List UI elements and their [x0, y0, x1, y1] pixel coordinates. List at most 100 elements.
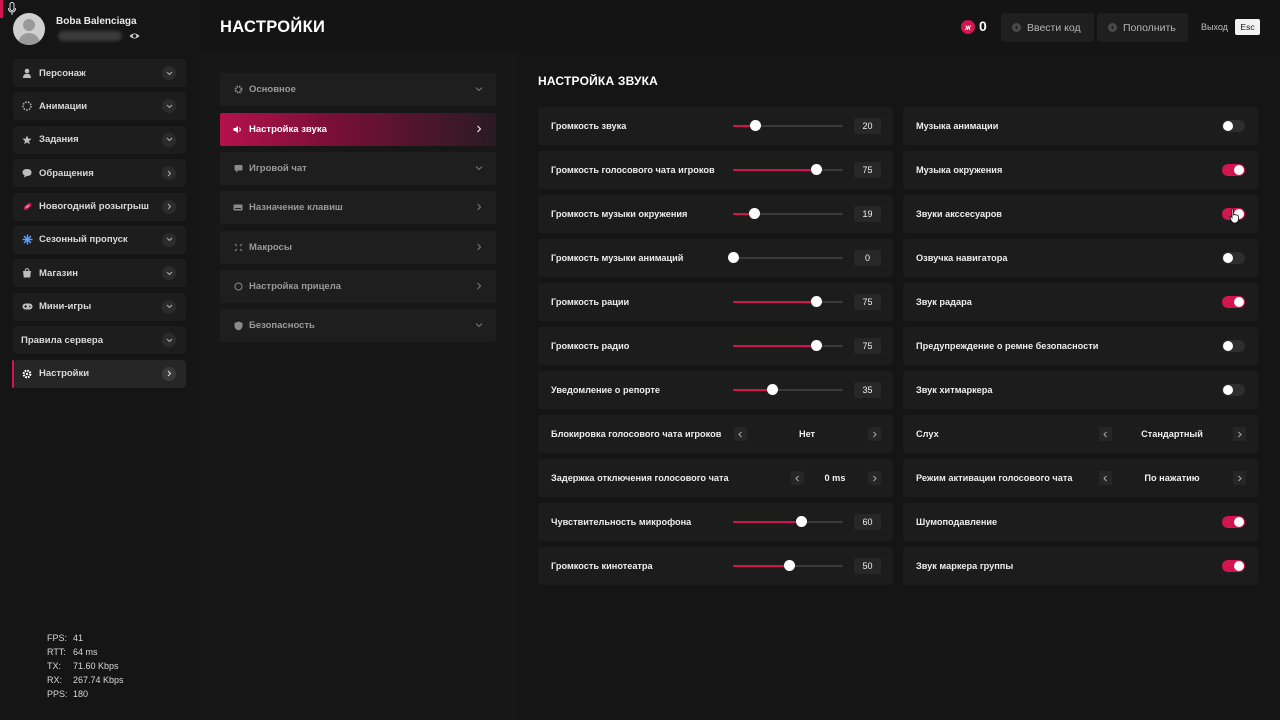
- sidebar-item-season-pass[interactable]: Сезонный пропуск: [13, 225, 186, 254]
- select-next-button[interactable]: [1233, 471, 1246, 485]
- esc-key-button[interactable]: Esc: [1235, 19, 1260, 35]
- setting-label: Музыка окружения: [916, 165, 1003, 175]
- toggle-switch[interactable]: [1222, 384, 1245, 396]
- toggle-knob: [1223, 121, 1233, 131]
- volume-slider[interactable]: [733, 384, 843, 395]
- setting-label: Громкость рации: [551, 297, 630, 307]
- toggle-switch[interactable]: [1222, 120, 1245, 132]
- slider-handle[interactable]: [810, 164, 822, 175]
- subnav-item-key-bindings[interactable]: Назначение клавиш: [220, 191, 496, 224]
- setting-label: Уведомление о репорте: [551, 385, 660, 395]
- setting-label: Музыка анимации: [916, 121, 999, 131]
- sidebar-item-settings[interactable]: Настройки: [12, 359, 186, 388]
- sidebar-item-label: Мини-игры: [39, 301, 92, 313]
- network-stats: FPS: 41 RTT: 64 ms TX: 71.60 Kbps RX: 267.74…: [47, 632, 124, 702]
- setting-row: Громкость кинотеатра 50: [538, 547, 893, 585]
- chevron-down-icon: [475, 166, 483, 171]
- sidebar-item-shop[interactable]: Магазин: [13, 259, 186, 288]
- subnav-label: Макросы: [249, 242, 292, 253]
- slider-handle[interactable]: [748, 208, 760, 219]
- settings-subnav: Основное Настройка звука Игровой чат Наз…: [200, 53, 517, 720]
- page-title: НАСТРОЙКИ: [220, 18, 326, 36]
- sidebar-item-character[interactable]: Персонаж: [13, 59, 186, 87]
- enter-code-button[interactable]: + Ввести код: [1001, 13, 1094, 42]
- slider-handle[interactable]: [810, 340, 822, 351]
- setting-row: Озвучка навигатора: [903, 239, 1258, 277]
- slider-value: 75: [854, 162, 881, 178]
- stat-key: PPS:: [47, 688, 68, 699]
- toggle-switch[interactable]: [1222, 340, 1245, 352]
- toggle-switch[interactable]: [1222, 560, 1245, 572]
- plus-icon: +: [1012, 23, 1021, 32]
- setting-label: Режим активации голосового чата: [916, 473, 1073, 483]
- volume-slider[interactable]: [733, 164, 843, 175]
- slider-fill: [733, 301, 816, 303]
- stat-value: 267.74 Kbps: [73, 674, 124, 685]
- select-prev-button[interactable]: [1099, 427, 1112, 441]
- avatar[interactable]: [13, 13, 45, 45]
- sidebar-item-server-rules[interactable]: Правила сервера: [13, 326, 186, 355]
- slider-handle[interactable]: [728, 252, 739, 263]
- select-next-button[interactable]: [1233, 427, 1246, 441]
- chevron-down-icon: [162, 266, 176, 281]
- subnav-item-game-chat[interactable]: Игровой чат: [220, 152, 496, 185]
- stat-row: RX: 267.74 Kbps: [47, 674, 124, 688]
- volume-slider[interactable]: [733, 208, 843, 219]
- eye-icon[interactable]: [129, 31, 140, 41]
- candy-icon: [21, 201, 33, 213]
- subnav-item-macros[interactable]: Макросы: [220, 231, 496, 264]
- sidebar-item-animations[interactable]: Анимации: [13, 92, 186, 121]
- slider-handle[interactable]: [810, 296, 822, 307]
- stat-key: RTT:: [47, 646, 66, 657]
- subnav-label: Настройка прицела: [249, 281, 342, 292]
- volume-slider[interactable]: [733, 340, 843, 351]
- select-next-button[interactable]: [868, 471, 881, 485]
- chevron-down-icon: [162, 66, 176, 80]
- slider-handle[interactable]: [766, 384, 778, 395]
- subnav-item-sound[interactable]: Настройка звука: [220, 113, 496, 146]
- sidebar-item-label: Задания: [39, 134, 79, 146]
- subnav-label: Назначение клавиш: [249, 202, 343, 213]
- sidebar-menu: Персонаж Анимации Задания: [12, 59, 186, 393]
- slider-fill: [733, 169, 816, 171]
- select-next-button[interactable]: [868, 427, 881, 441]
- setting-row: Громкость голосового чата игроков 75: [538, 151, 893, 189]
- chat-icon: [233, 164, 243, 174]
- logout-label[interactable]: Выход: [1201, 22, 1228, 32]
- volume-slider[interactable]: [733, 516, 843, 527]
- subnav-item-security[interactable]: Безопасность: [220, 309, 496, 342]
- sidebar-item-new-year-giveaway[interactable]: Новогодний розыгрыш: [13, 192, 186, 221]
- profile-card[interactable]: Boba Balenciaga: [13, 13, 193, 47]
- volume-slider[interactable]: [733, 296, 843, 307]
- slider-handle[interactable]: [784, 560, 796, 571]
- subnav-item-general[interactable]: Основное: [220, 73, 496, 106]
- setting-row: Звук маркера группы: [903, 547, 1258, 585]
- stat-key: TX:: [47, 660, 62, 671]
- subnav-item-crosshair[interactable]: Настройка прицела: [220, 270, 496, 303]
- sidebar-item-appeals[interactable]: Обращения: [13, 159, 186, 188]
- volume-slider[interactable]: [733, 560, 843, 571]
- setting-row: Режим активации голосового чата По нажат…: [903, 459, 1258, 497]
- select-prev-button[interactable]: [734, 427, 747, 441]
- slider-handle[interactable]: [750, 120, 761, 131]
- stat-row: FPS: 41: [47, 632, 124, 646]
- slider-handle[interactable]: [796, 516, 808, 527]
- toggle-switch[interactable]: [1222, 296, 1245, 308]
- select-prev-button[interactable]: [791, 471, 804, 485]
- toggle-switch[interactable]: [1222, 252, 1245, 264]
- volume-slider[interactable]: [728, 252, 843, 263]
- gear-icon: [233, 85, 243, 95]
- toggle-switch[interactable]: [1222, 164, 1245, 176]
- volume-slider[interactable]: [733, 120, 843, 131]
- slider-value: 75: [854, 294, 881, 310]
- profile-name: Boba Balenciaga: [56, 16, 137, 27]
- topup-button[interactable]: + Пополнить: [1097, 13, 1188, 42]
- toggle-switch[interactable]: [1222, 516, 1245, 528]
- slider-fill: [733, 565, 790, 567]
- sidebar-item-tasks[interactable]: Задания: [13, 125, 186, 154]
- toggle-knob: [1234, 297, 1244, 307]
- setting-label: Задержка отключения голосового чата: [551, 473, 729, 483]
- chevron-down-icon: [162, 99, 176, 114]
- select-prev-button[interactable]: [1099, 471, 1112, 485]
- sidebar-item-mini-games[interactable]: Мини-игры: [13, 292, 186, 321]
